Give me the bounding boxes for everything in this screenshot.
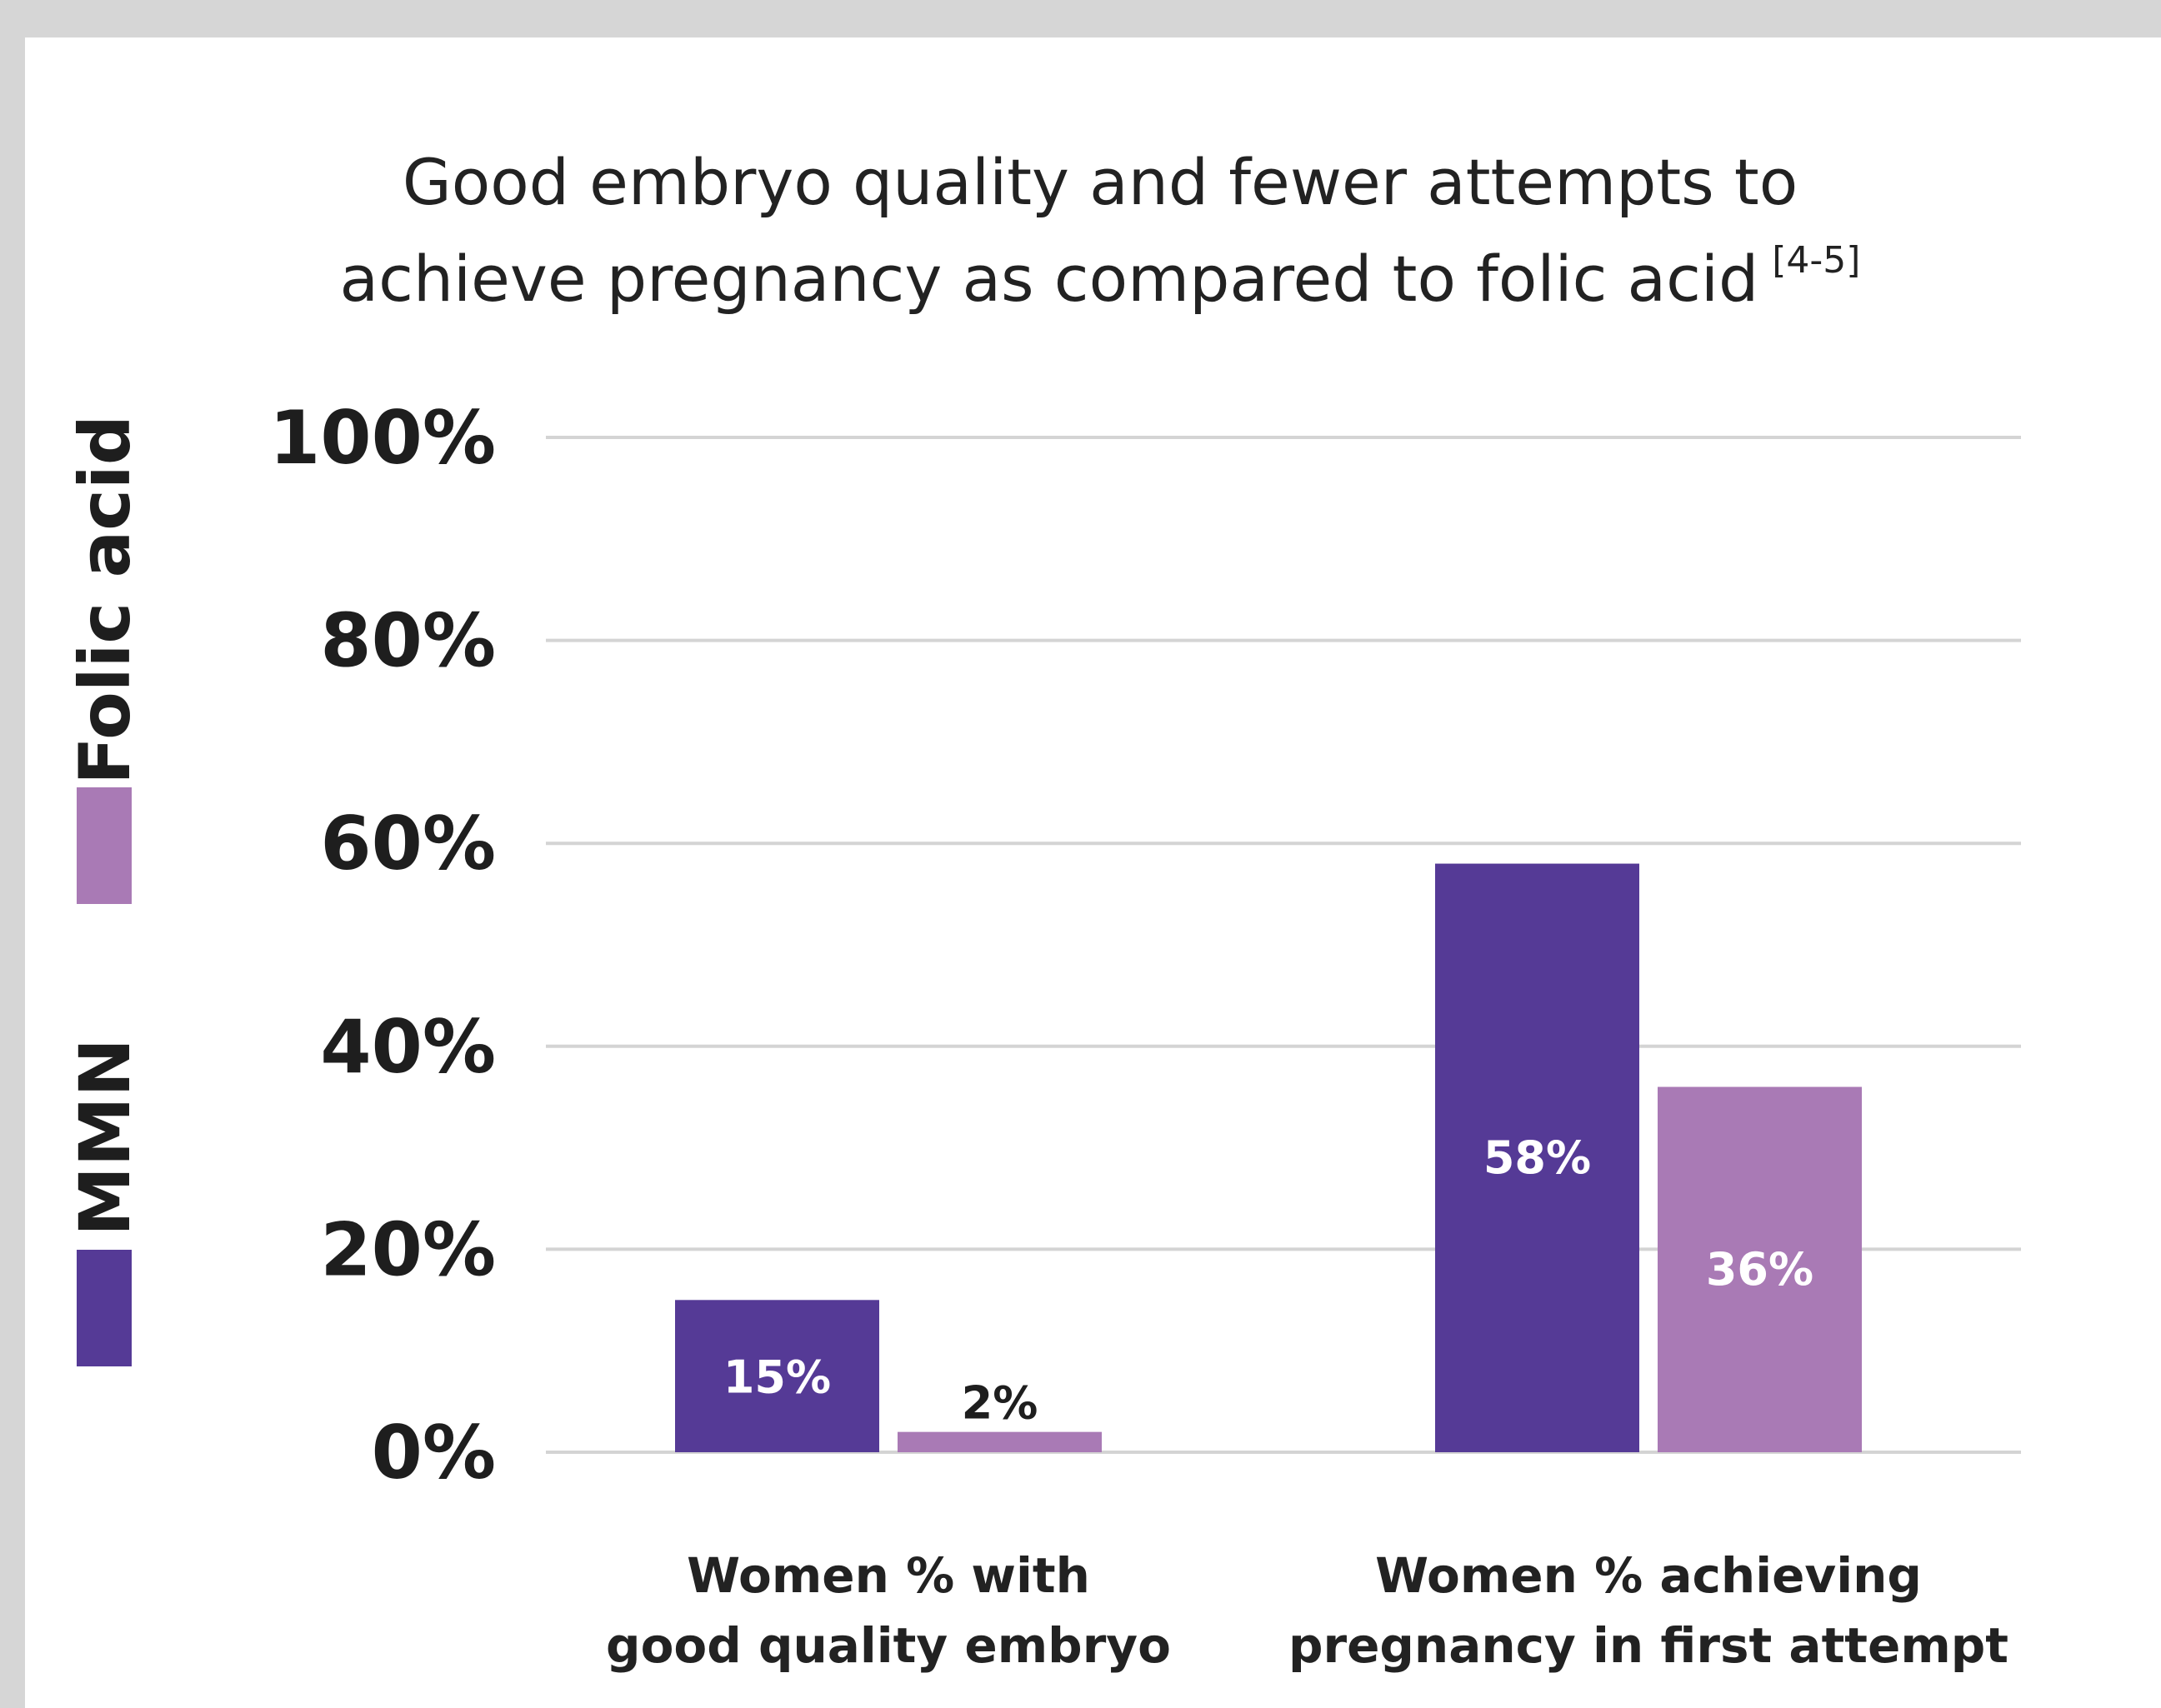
bar-chart: Good embryo quality and fewer attempts t… (64, 145, 2021, 1674)
y-tick-label-0: 0% (372, 1410, 496, 1496)
y-tick-label-80: 80% (320, 598, 496, 684)
bars (675, 863, 1862, 1452)
chart-title-line-2-text: achieve pregnancy as compared to folic a… (340, 242, 1759, 316)
chart-card: Good embryo quality and fewer attempts t… (25, 37, 2161, 1708)
bar-mmn-0 (675, 1300, 879, 1452)
y-tick-label-60: 60% (320, 801, 496, 886)
chart-title-line-1: Good embryo quality and fewer attempts t… (403, 145, 1798, 219)
value-label-mmn-1: 58% (1483, 1131, 1591, 1184)
bar-folic-acid-1 (1658, 1086, 1862, 1452)
bar-value-labels: 15% 58% 2% 36% (723, 1131, 1813, 1430)
y-tick-label-40: 40% (320, 1004, 496, 1090)
y-tick-label-100: 100% (269, 395, 496, 481)
y-tick-label-20: 20% (320, 1206, 496, 1292)
legend: MMN Folic acid (64, 415, 146, 1366)
legend-swatch-folic-acid (77, 787, 132, 904)
legend-swatch-mmn (77, 1250, 132, 1366)
chart-title-line-2: achieve pregnancy as compared to folic a… (340, 239, 1861, 316)
legend-label-folic-acid: Folic acid (64, 415, 146, 785)
x-axis-categories: Women % with good quality embryo Women % a… (606, 1547, 2008, 1674)
value-label-mmn-0: 15% (723, 1351, 831, 1404)
value-label-folic-acid-0: 2% (962, 1377, 1038, 1430)
bar-mmn-1 (1435, 863, 1639, 1452)
category-label-1-line-1: pregnancy in first attempt (1288, 1617, 2008, 1674)
category-label-0-line-0: Women % with (687, 1547, 1090, 1604)
category-label-0-line-1: good quality embryo (606, 1617, 1171, 1674)
value-label-folic-acid-1: 36% (1706, 1243, 1813, 1296)
category-label-1-line-0: Women % achieving (1375, 1547, 1922, 1604)
y-axis-ticks: 0% 20% 40% 60% 80% 100% (269, 395, 496, 1496)
bar-folic-acid-0 (898, 1431, 1102, 1452)
chart-title-superscript: [4-5] (1772, 239, 1860, 282)
legend-label-mmn: MMN (64, 1038, 146, 1236)
